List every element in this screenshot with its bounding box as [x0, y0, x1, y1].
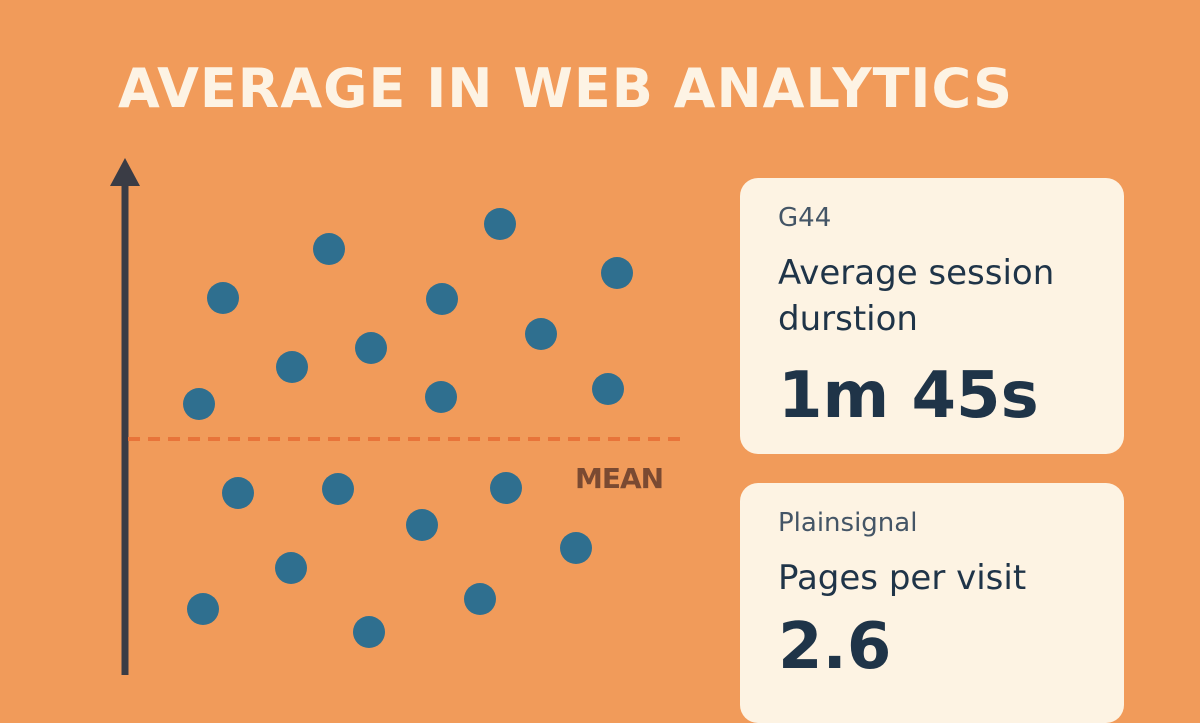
mean-label: MEAN [575, 462, 664, 495]
scatter-dot [207, 282, 239, 314]
scatter-dot [353, 616, 385, 648]
scatter-dot [560, 532, 592, 564]
scatter-dot [464, 583, 496, 615]
scatter-dots [183, 208, 633, 648]
card-source: Plainsignal [778, 508, 918, 538]
page-title: AVERAGE IN WEB ANALYTICS [118, 57, 1014, 120]
scatter-dot [601, 257, 633, 289]
scatter-dot [275, 552, 307, 584]
scatter-dot [187, 593, 219, 625]
scatter-dot [425, 381, 457, 413]
metric-card-session-duration: G44 Average session durstion 1m 45s [740, 178, 1124, 454]
metric-card-pages-per-visit: Plainsignal Pages per visit 2.6 [740, 483, 1124, 723]
scatter-dot [276, 351, 308, 383]
vertical-axis [110, 158, 140, 675]
scatter-dot [222, 477, 254, 509]
scatter-dot [484, 208, 516, 240]
scatter-dot [313, 233, 345, 265]
card-source: G44 [778, 203, 832, 233]
scatter-dot [426, 283, 458, 315]
card-metric-label: Pages per visit [778, 558, 1027, 598]
scatter-dot [592, 373, 624, 405]
card-metric-value: 2.6 [778, 610, 892, 684]
scatter-dot [525, 318, 557, 350]
axis-arrow-icon [110, 158, 140, 186]
card-metric-value: 1m 45s [778, 359, 1039, 433]
scatter-dot [490, 472, 522, 504]
scatter-dot [406, 509, 438, 541]
scatter-dot [355, 332, 387, 364]
card-metric-label: Average session durstion [778, 253, 1055, 339]
scatter-dot [183, 388, 215, 420]
scatter-dot [322, 473, 354, 505]
